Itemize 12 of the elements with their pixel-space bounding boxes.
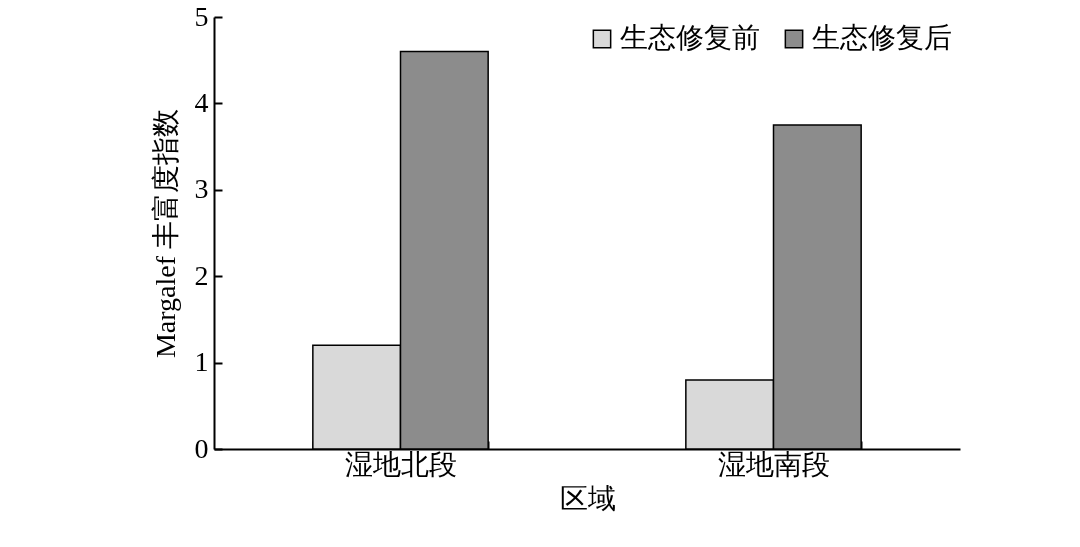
y-tick-label: 4 — [194, 86, 209, 118]
y-tick-label: 0 — [194, 432, 209, 464]
y-tick-label: 2 — [194, 259, 209, 291]
y-axis-title: Margalef 丰富度指数 — [149, 108, 181, 359]
y-tick-label: 1 — [194, 346, 209, 378]
y-tick-label: 3 — [194, 173, 209, 205]
legend-label: 生态修复前 — [620, 22, 760, 53]
y-tick-label: 5 — [194, 0, 209, 32]
legend-label: 生态修复后 — [812, 22, 952, 53]
x-tick-label: 湿地南段 — [718, 448, 830, 480]
x-tick-label: 湿地北段 — [345, 448, 457, 480]
x-axis-title: 区域 — [559, 482, 616, 514]
